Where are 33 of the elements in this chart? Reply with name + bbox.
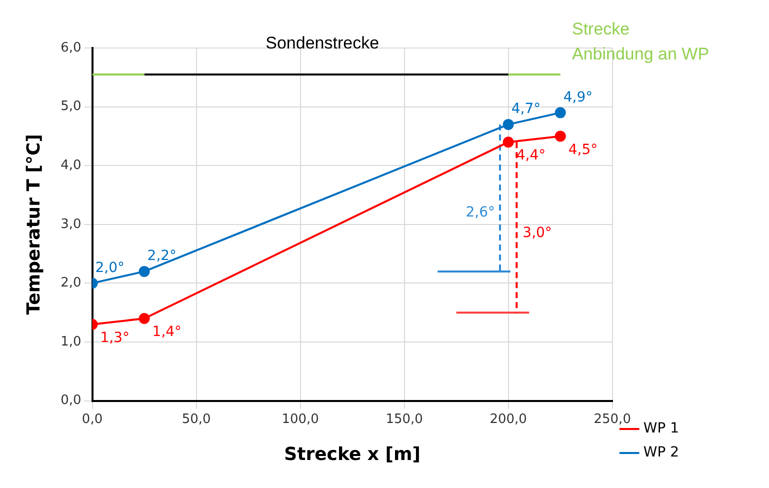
annotation: Strecke Anbindung an WP	[572, 20, 710, 64]
y-tick-label: 2,0	[60, 276, 82, 291]
data-label: 2,0°	[95, 260, 125, 276]
y-axis-title: Temperatur T [°C]	[23, 134, 44, 315]
y-tick-label: 0,0	[60, 393, 82, 408]
y-tick-label: 3,0	[60, 216, 82, 232]
data-label: 4,5°	[568, 142, 598, 158]
annotation: Sondenstrecke	[266, 34, 380, 53]
annotation: 3,0°	[522, 224, 552, 241]
point	[554, 107, 566, 118]
data-label: 1,3°	[100, 330, 130, 346]
y-tick-label: 6,0	[60, 40, 82, 56]
data-label: 2,2°	[147, 248, 177, 264]
y-tick-label: 1,0	[60, 334, 82, 350]
x-tick-label: 150,0	[386, 412, 423, 427]
data-label: 4,7°	[511, 101, 541, 118]
legend-label: WP 2	[643, 444, 680, 461]
annotation: 2,6°	[466, 204, 496, 220]
x-tick-label: 250,0	[594, 412, 631, 427]
x-tick-label: 200,0	[490, 412, 527, 427]
legend-label: WP 1	[643, 420, 680, 437]
point	[502, 118, 514, 130]
point	[554, 130, 566, 142]
y-tick-label: 4,0	[60, 158, 82, 173]
x-tick-label: 0,0	[82, 412, 103, 427]
data-label: 1,4°	[152, 324, 182, 340]
x-tick-label: 50,0	[182, 412, 211, 427]
x-tick-label: 100,0	[282, 412, 319, 427]
data-label: 4,9°	[563, 89, 593, 106]
y-tick-label: 5,0	[60, 99, 82, 114]
data-label: 4,4°	[516, 148, 546, 164]
point	[502, 136, 514, 148]
x-axis-title: Strecke x [m]	[284, 444, 421, 465]
